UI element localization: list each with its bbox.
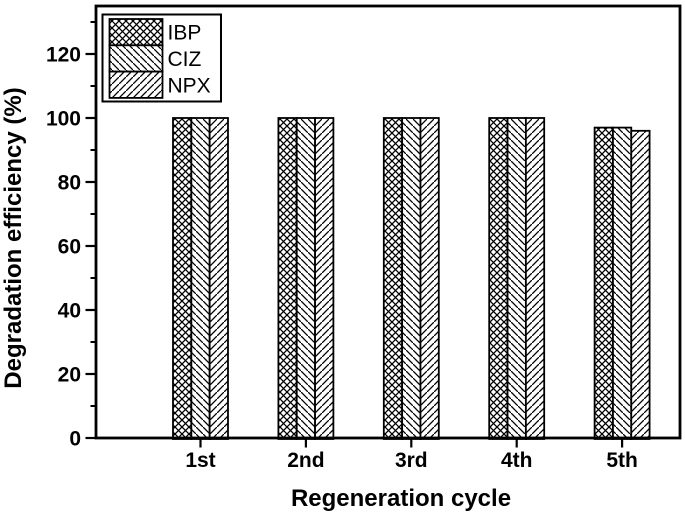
legend-label-ciz: CIZ <box>168 48 202 71</box>
plot-frame <box>94 4 682 440</box>
y-tick-label: 60 <box>58 236 81 259</box>
x-tick-label: 3rd <box>395 449 428 472</box>
y-tick-label: 120 <box>46 44 81 67</box>
bar-ibp-5th <box>593 126 614 440</box>
y-tick-label: 0 <box>69 428 81 451</box>
x-tick-label: 1st <box>185 449 215 472</box>
y-tick-label: 100 <box>46 108 81 131</box>
bar-ibp-4th <box>488 117 509 440</box>
bar-ciz-3rd <box>401 117 422 440</box>
x-tick-label: 5th <box>606 449 638 472</box>
bar-npx-3rd <box>419 117 440 440</box>
bar-ciz-4th <box>506 117 527 440</box>
bar-npx-2nd <box>314 117 335 440</box>
y-tick-label: 20 <box>58 364 81 387</box>
y-axis-title: Degradation efficiency (%) <box>0 87 27 389</box>
bar-ibp-3rd <box>382 117 404 440</box>
legend-label-npx: NPX <box>168 74 211 97</box>
bar-ciz-5th <box>612 126 633 440</box>
legend-label-ibp: IBP <box>168 22 202 45</box>
x-tick-label: 2nd <box>287 449 324 472</box>
y-tick-label: 40 <box>58 300 81 323</box>
legend: IBP CIZ NPX <box>101 13 222 103</box>
y-axis: 0 20 40 60 80 100 120 <box>46 21 96 451</box>
x-axis: 1st 2nd 3rd 4th 5th <box>185 438 638 472</box>
bar-npx-5th <box>630 129 651 440</box>
legend-swatch-ciz <box>108 44 164 73</box>
bar-ciz-2nd <box>295 117 316 440</box>
legend-swatch-ibp <box>108 18 164 47</box>
x-tick-label: 4th <box>501 449 533 472</box>
bar-ibp-2nd <box>277 117 298 440</box>
x-axis-title: Regeneration cycle <box>290 485 512 512</box>
bar-ibp-1st <box>172 117 193 440</box>
bar-npx-1st <box>208 117 229 440</box>
bar-ciz-1st <box>190 117 211 440</box>
y-tick-label: 80 <box>58 172 81 195</box>
legend-swatch-npx <box>108 70 164 99</box>
bar-npx-4th <box>524 117 546 440</box>
